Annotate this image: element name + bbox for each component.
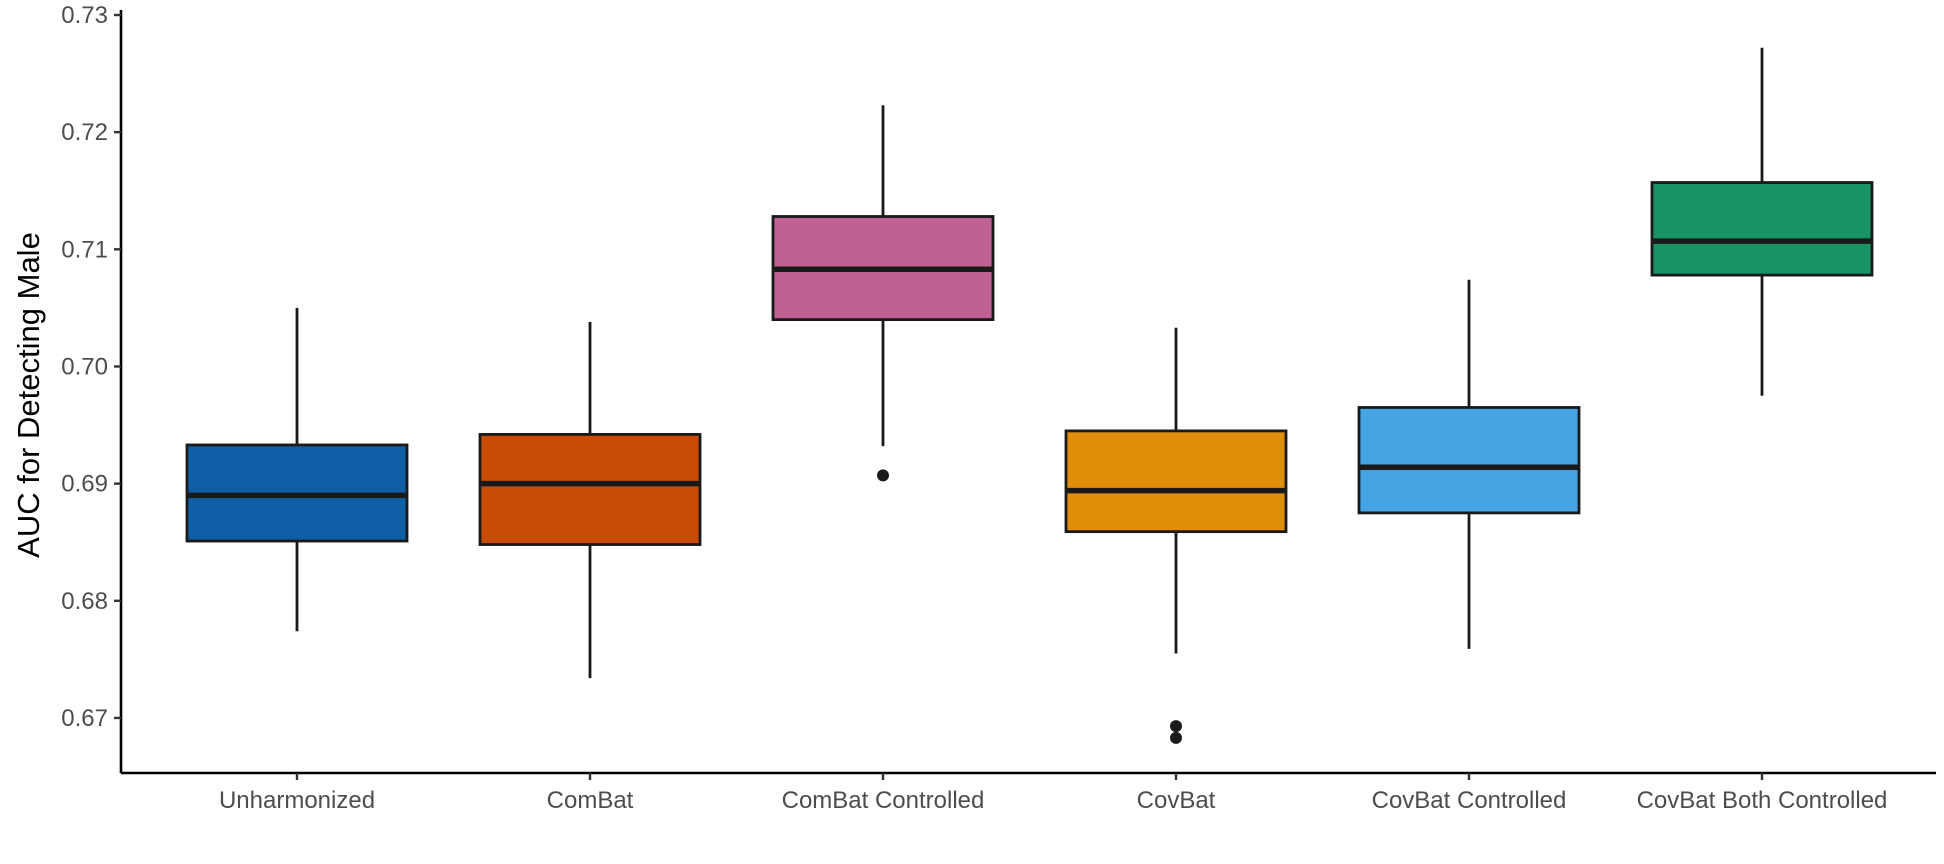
box-covbat-both-controlled <box>1650 47 1874 396</box>
x-axis: Unharmonized ComBat ComBat Controlled CovBa… <box>121 771 1936 814</box>
boxes-layer <box>185 47 1874 744</box>
x-tick-label: ComBat <box>547 787 634 814</box>
box-iqr <box>478 433 702 546</box>
x-tick-label: Unharmonized <box>219 787 375 814</box>
box-unharmonized <box>185 307 409 632</box>
box-combat <box>478 321 702 679</box>
box-covbat <box>1064 327 1288 744</box>
x-tick-label: CovBat <box>1137 787 1216 814</box>
y-tick-label: 0.68 <box>61 588 108 615</box>
y-axis: 0.67 0.68 0.69 0.70 0.71 0.72 0.73 <box>61 2 123 773</box>
outlier-point <box>1170 720 1182 733</box>
box-combat-controlled <box>771 105 995 482</box>
y-tick-label: 0.72 <box>61 119 108 146</box>
box-iqr <box>1357 406 1581 515</box>
y-tick-label: 0.70 <box>61 353 108 380</box>
box-iqr <box>1064 429 1288 534</box>
outlier-point <box>877 469 889 482</box>
box-covbat-controlled <box>1357 279 1581 649</box>
box-iqr <box>1650 181 1874 277</box>
y-axis-title: AUC for Detecting Male <box>11 232 46 558</box>
y-tick-label: 0.73 <box>61 2 108 29</box>
y-tick-label: 0.67 <box>61 705 108 732</box>
x-tick-label: CovBat Controlled <box>1372 787 1567 814</box>
x-tick-label: ComBat Controlled <box>782 787 985 814</box>
outlier-point <box>1170 731 1182 744</box>
y-tick-label: 0.69 <box>61 471 108 498</box>
y-tick-label: 0.71 <box>61 236 108 263</box>
x-tick-label: CovBat Both Controlled <box>1637 787 1888 814</box>
